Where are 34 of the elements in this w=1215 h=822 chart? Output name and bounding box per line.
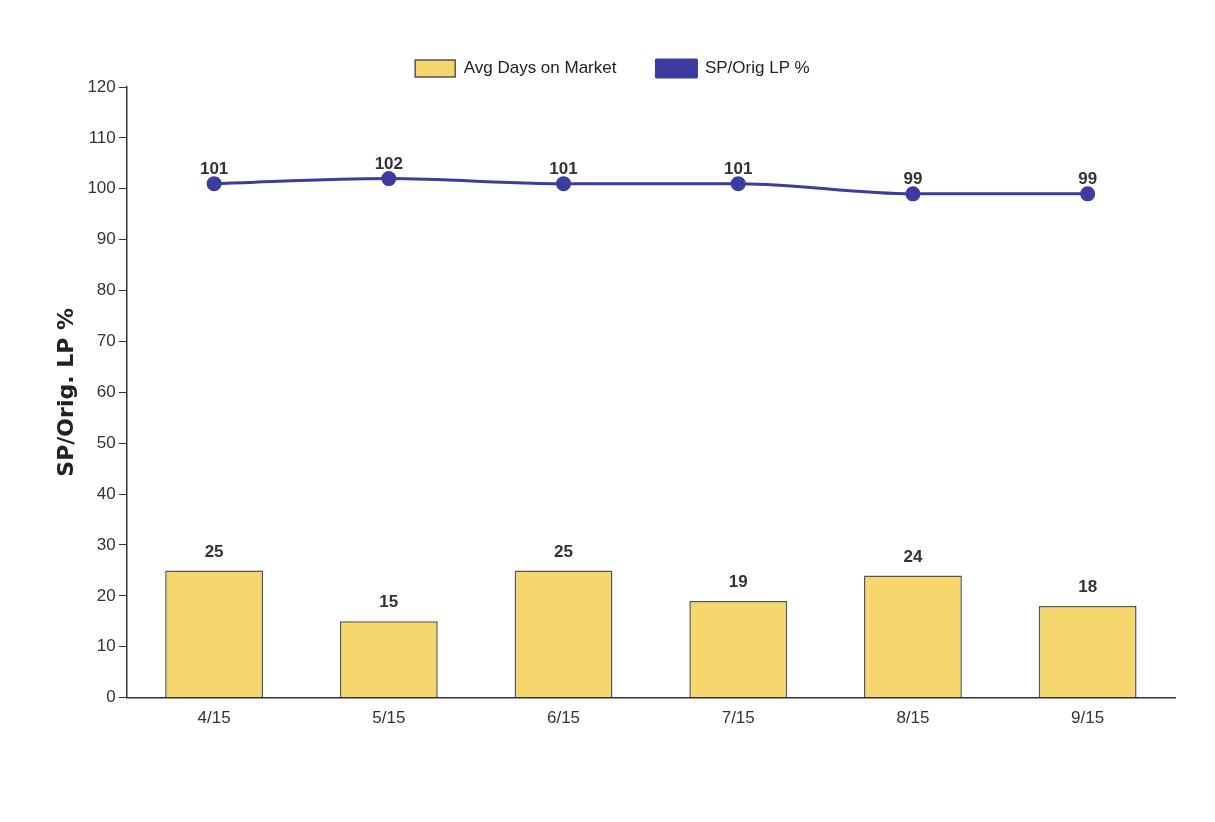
data-label: 24 <box>903 546 923 566</box>
y-tick-label: 100 <box>87 178 116 198</box>
data-label: 99 <box>903 169 923 189</box>
y-tick-label: 80 <box>96 280 116 300</box>
data-label: 15 <box>379 592 399 612</box>
y-tick-label: 30 <box>96 534 116 554</box>
y-axis-title: SP/Orig. LP % <box>52 307 78 477</box>
y-tick-label: 60 <box>96 381 116 401</box>
y-tick-label: 20 <box>96 585 116 605</box>
x-tick-label: 8/15 <box>896 708 930 728</box>
y-tick-label: 120 <box>87 76 116 96</box>
data-label: 18 <box>1078 577 1098 597</box>
y-tick-label: 70 <box>96 331 116 351</box>
legend-label: SP/Orig LP % <box>704 58 810 78</box>
x-tick-label: 6/15 <box>546 708 581 728</box>
x-tick-label: 5/15 <box>372 708 406 728</box>
data-label: 25 <box>204 541 224 561</box>
y-tick-label: 90 <box>96 229 116 249</box>
y-tick-label: 0 <box>106 687 116 707</box>
data-label: 102 <box>374 153 404 173</box>
data-label: 101 <box>199 158 229 178</box>
y-tick-label: 50 <box>96 432 116 452</box>
legend-label: Avg Days on Market <box>463 58 617 78</box>
y-tick-label: 10 <box>96 636 116 656</box>
data-label: 101 <box>549 158 578 178</box>
data-label: 19 <box>728 572 748 592</box>
y-tick-label: 110 <box>88 127 116 147</box>
data-label: 25 <box>554 541 573 561</box>
x-tick-label: 9/15 <box>1071 708 1105 728</box>
data-label: 99 <box>1078 169 1098 189</box>
data-label: 101 <box>724 158 753 178</box>
y-tick-label: 40 <box>96 483 116 503</box>
x-tick-label: 7/15 <box>721 708 755 728</box>
x-tick-label: 4/15 <box>197 708 231 728</box>
